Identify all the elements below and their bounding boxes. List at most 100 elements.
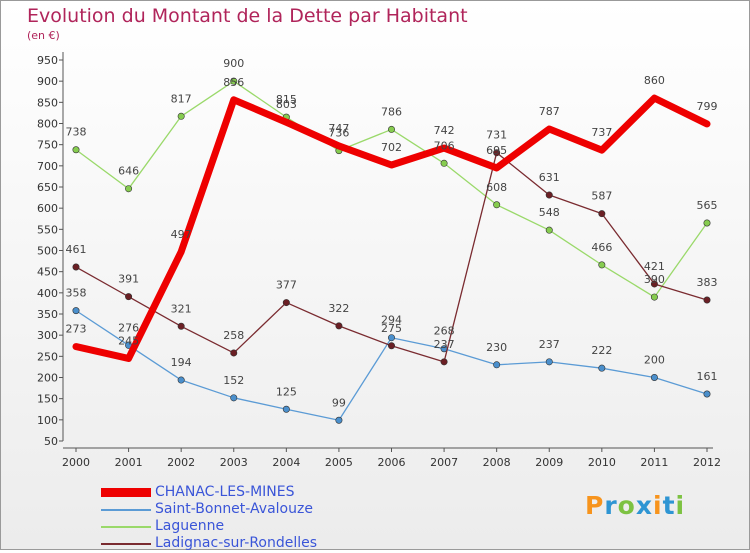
x-tick-label: 2001 [115, 456, 143, 469]
data-point [545, 358, 553, 366]
data-label: 268 [434, 325, 455, 338]
data-labels: 358 276 194 152 125 99 294 268 230 237 222 200 161 73… [66, 57, 718, 409]
data-point [125, 185, 133, 193]
data-point [703, 390, 711, 398]
data-label: 377 [276, 279, 297, 292]
data-label: 706 [434, 139, 455, 152]
logo-letter: x [635, 491, 653, 520]
data-label: 747 [328, 122, 349, 135]
data-point [545, 191, 553, 199]
data-label: 322 [328, 302, 349, 315]
data-label: 815 [276, 93, 297, 106]
series-line [72, 94, 711, 362]
data-label: 358 [66, 287, 87, 300]
data-point [387, 334, 395, 342]
x-tick-label: 2007 [430, 456, 458, 469]
data-point [72, 146, 80, 154]
data-label: 276 [118, 321, 139, 334]
data-label: 125 [276, 385, 297, 398]
data-label: 738 [66, 126, 87, 139]
logo-letter: o [617, 491, 636, 520]
legend-label-saint-bonnet: Saint-Bonnet-Avalouze [155, 501, 313, 517]
legend-swatch-saint-bonnet [101, 509, 151, 511]
data-point [650, 293, 658, 301]
data-label: 497 [171, 228, 192, 241]
data-point [125, 293, 133, 301]
x-tick-label: 2010 [588, 456, 616, 469]
data-point [545, 226, 553, 234]
data-label: 856 [223, 76, 244, 89]
logo-letter: P [585, 491, 605, 520]
data-label: 200 [644, 354, 665, 367]
data-point [703, 296, 711, 304]
series-0 [72, 307, 711, 424]
x-tick-label: 2009 [535, 456, 563, 469]
data-label: 860 [644, 74, 665, 87]
data-point [493, 361, 501, 369]
y-tick-label: 900 [37, 75, 58, 88]
data-label: 273 [66, 323, 87, 336]
series-1 [72, 77, 711, 301]
data-point [598, 364, 606, 372]
data-point [440, 358, 448, 366]
y-tick-label: 800 [37, 118, 58, 131]
legend-label-chanac: CHANAC-LES-MINES [155, 484, 295, 500]
data-label: 817 [171, 92, 192, 105]
data-label: 294 [381, 314, 402, 327]
data-label: 222 [591, 344, 612, 357]
data-point [440, 159, 448, 167]
logo-letter: r [604, 491, 618, 520]
data-label: 786 [381, 105, 402, 118]
logo-letter: i [653, 491, 663, 520]
data-label: 390 [644, 273, 665, 286]
data-point [177, 322, 185, 330]
series-layer [72, 77, 711, 424]
data-label: 787 [539, 105, 560, 118]
proxiti-logo: Proxiti [585, 491, 685, 520]
data-label: 99 [332, 396, 346, 409]
data-point [230, 394, 238, 402]
series-3 [72, 94, 711, 362]
data-label: 608 [486, 181, 507, 194]
data-point [72, 307, 80, 315]
legend-swatch-ladignac [101, 543, 151, 545]
y-tick-label: 400 [37, 287, 58, 300]
data-label: 731 [486, 129, 507, 142]
data-label: 548 [539, 206, 560, 219]
y-tick-label: 350 [37, 308, 58, 321]
x-tick-label: 2004 [272, 456, 300, 469]
x-tick-label: 2002 [167, 456, 195, 469]
data-label: 245 [118, 334, 139, 347]
y-tick-label: 250 [37, 350, 58, 363]
data-label: 737 [591, 126, 612, 139]
data-label: 587 [591, 190, 612, 203]
data-label: 799 [697, 100, 718, 113]
data-label: 161 [697, 370, 718, 383]
axes: 50 100 150 200 250 300 350 400 450 500 550 600 650 70… [37, 52, 721, 469]
data-label: 383 [697, 276, 718, 289]
data-label: 321 [171, 302, 192, 315]
x-tick-label: 2005 [325, 456, 353, 469]
data-label: 152 [223, 374, 244, 387]
data-label: 466 [591, 241, 612, 254]
data-label: 695 [486, 144, 507, 157]
data-point [177, 376, 185, 384]
x-tick-label: 2012 [693, 456, 721, 469]
data-point [650, 373, 658, 381]
data-label: 565 [697, 199, 718, 212]
data-point [177, 112, 185, 120]
y-tick-label: 450 [37, 266, 58, 279]
data-point [335, 322, 343, 330]
data-label: 702 [381, 141, 402, 154]
y-tick-label: 150 [37, 393, 58, 406]
legend-label-ladignac: Ladignac-sur-Rondelles [155, 535, 318, 551]
data-label: 237 [434, 338, 455, 351]
data-point [493, 149, 501, 157]
data-point [650, 280, 658, 288]
legend-swatch-chanac [101, 488, 151, 497]
legend-label-laguenne: Laguenne [155, 518, 225, 534]
chart-title: Evolution du Montant de la Dette par Hab… [27, 5, 468, 27]
y-tick-label: 600 [37, 202, 58, 215]
